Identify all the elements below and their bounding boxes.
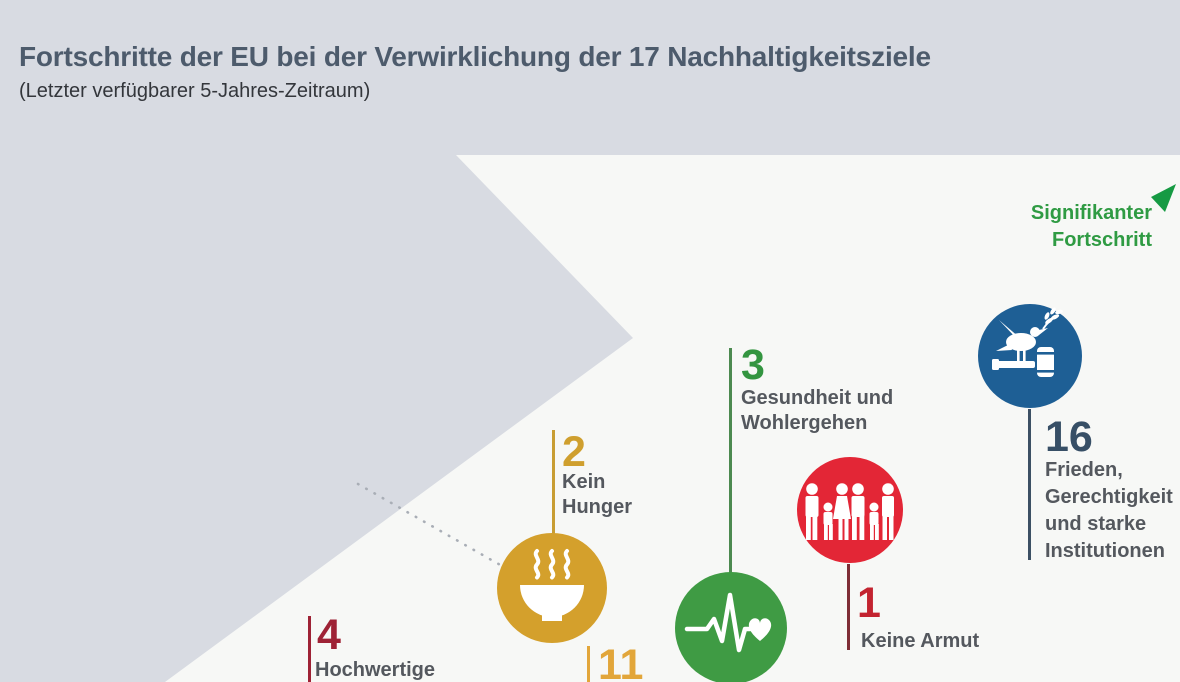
legend-significant-progress: Signifikanter Fortschritt bbox=[1031, 200, 1152, 254]
sdg-1-number: 1 bbox=[857, 579, 881, 627]
dove-olive-branch-gavel-icon bbox=[992, 307, 1063, 377]
person-leg bbox=[889, 516, 894, 540]
child-leg bbox=[870, 524, 874, 540]
sdg-16-circle bbox=[978, 304, 1082, 408]
sdg-4-label: Hochwertige bbox=[315, 658, 435, 682]
legend-progress-arrow-icon bbox=[1151, 184, 1176, 212]
child-head bbox=[869, 502, 879, 512]
child-head bbox=[823, 502, 833, 512]
sdg-2-label-line: Kein bbox=[562, 471, 606, 493]
dove-beak bbox=[1039, 328, 1048, 335]
sdg-3-number: 3 bbox=[741, 341, 765, 389]
person-dress bbox=[833, 496, 851, 519]
sdg-3-label: Gesundheit und Wohlergehen bbox=[741, 386, 906, 436]
heart-shape bbox=[748, 618, 772, 641]
person-leg bbox=[844, 519, 849, 540]
dove-head bbox=[1030, 327, 1040, 337]
person-body bbox=[851, 496, 865, 517]
sdg-3-label-line: Gesundheit und bbox=[741, 387, 894, 409]
person-head bbox=[882, 483, 894, 495]
person-leg bbox=[852, 516, 857, 540]
person-leg bbox=[838, 519, 843, 540]
dove-body bbox=[1006, 333, 1036, 351]
steam-line bbox=[533, 549, 541, 580]
olive-leaf bbox=[1044, 312, 1050, 320]
white-panel-arrow-notch bbox=[165, 155, 1180, 682]
family-group-icon bbox=[805, 483, 894, 540]
sdg-16-label: Frieden, Gerechtigkeit und starke Instit… bbox=[1045, 457, 1177, 565]
bowl-foot bbox=[542, 615, 562, 621]
gavel-head-groove bbox=[1037, 352, 1054, 355]
pulse-line bbox=[684, 592, 753, 653]
gavel-head-groove bbox=[1037, 370, 1054, 373]
legend-label-line: Signifikanter bbox=[1030, 202, 1152, 224]
child-leg bbox=[824, 524, 828, 540]
sdg-2-label-line: Hunger bbox=[562, 496, 632, 518]
bowl-shape bbox=[520, 585, 584, 617]
olive-leaf bbox=[1050, 307, 1056, 315]
olive-leaf bbox=[1055, 309, 1063, 315]
sdg-3-label-line: Wohlergehen bbox=[741, 412, 868, 434]
person-head bbox=[806, 483, 818, 495]
sdg-3-circle bbox=[675, 572, 787, 682]
header: Fortschritte der EU bei der Verwirklichu… bbox=[19, 41, 931, 102]
sdg-16-number: 16 bbox=[1045, 413, 1093, 461]
steam-line bbox=[563, 549, 571, 580]
heartbeat-pulse-icon bbox=[684, 592, 772, 653]
person-leg bbox=[859, 516, 865, 540]
sdg-1-label: Keine Armut bbox=[861, 629, 979, 654]
steam-line bbox=[548, 549, 556, 580]
sdg-4-number: 4 bbox=[317, 611, 341, 659]
gavel-handle bbox=[997, 361, 1035, 368]
gavel-handle-cap bbox=[992, 359, 999, 370]
steaming-bowl-icon bbox=[520, 549, 584, 621]
child-leg bbox=[875, 524, 879, 540]
page-title: Fortschritte der EU bei der Verwirklichu… bbox=[19, 41, 931, 72]
person-head bbox=[852, 483, 864, 495]
person-body bbox=[805, 496, 819, 517]
sdg-11-number: 11 bbox=[598, 641, 644, 682]
person-leg bbox=[812, 516, 818, 540]
olive-leaf bbox=[1045, 317, 1053, 325]
sdg-16-label-line: Frieden, bbox=[1045, 459, 1123, 481]
person-body bbox=[882, 496, 894, 517]
legend-label-line: Fortschritt bbox=[1052, 229, 1152, 251]
olive-leaf bbox=[1050, 314, 1060, 320]
dove-leg bbox=[1017, 350, 1020, 363]
page-subtitle: (Letzter verfügbarer 5-Jahres-Zeitraum) bbox=[19, 80, 371, 102]
sdg-2-number: 2 bbox=[562, 428, 586, 476]
sdg-16-label-line: Institutionen bbox=[1045, 540, 1165, 562]
person-head bbox=[836, 483, 848, 495]
sdg-2-label: Kein Hunger bbox=[562, 470, 634, 520]
dove-leg bbox=[1023, 350, 1026, 363]
sdg-16-label-line: und starke bbox=[1045, 513, 1147, 535]
child-body bbox=[823, 512, 833, 525]
child-body bbox=[869, 512, 879, 525]
person-leg bbox=[882, 516, 887, 540]
sdg-1-label-line: Keine Armut bbox=[861, 630, 980, 652]
sdg-16-label-line: Gerechtigkeit bbox=[1045, 486, 1173, 508]
dotted-connector-line bbox=[356, 482, 504, 568]
child-leg bbox=[829, 524, 833, 540]
sdg-4-label-line: Hochwertige bbox=[315, 659, 436, 681]
person-leg bbox=[806, 516, 811, 540]
